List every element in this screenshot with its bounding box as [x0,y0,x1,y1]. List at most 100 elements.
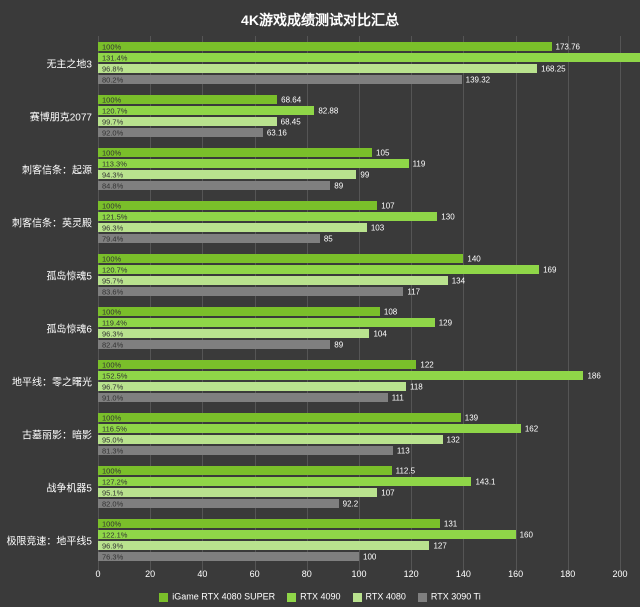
bar-value-label: 89 [334,181,343,190]
bar-pct-label: 95.0% [102,435,123,444]
bar-value-label: 168.25 [541,64,565,73]
bar: 131.4%228.36 [98,53,640,62]
bar-value-label: 107 [381,201,394,210]
bar-pct-label: 96.8% [102,64,123,73]
bar: 81.3%113 [98,446,393,455]
bar-pct-label: 80.2% [102,75,123,84]
bar-pct-label: 100% [102,360,121,369]
bar-pct-label: 113.3% [102,159,127,168]
bar-value-label: 92.2 [343,499,359,508]
bar: 100%112.5 [98,466,392,475]
chart-container: 4K游戏成绩测试对比汇总 无主之地3100%173.76131.4%228.36… [0,0,640,607]
category-label: 地平线：零之曙光 [12,374,92,389]
bar: 94.3%99 [98,170,356,179]
bar: 152.5%186 [98,371,583,380]
legend: iGame RTX 4080 SUPERRTX 4090RTX 4080RTX … [0,591,640,602]
bar-pct-label: 122.1% [102,530,127,539]
legend-label: RTX 4090 [300,592,340,602]
bar: 100%131 [98,519,440,528]
bar-pct-label: 119.4% [102,318,127,327]
bar: 100%108 [98,307,380,316]
bar-value-label: 139 [465,413,478,422]
bar-pct-label: 120.7% [102,106,127,115]
bar: 76.3%100 [98,552,359,561]
legend-label: RTX 4080 [366,592,406,602]
bar-value-label: 111 [392,393,404,402]
gridline [620,36,621,574]
bar-group: 孤岛惊魂5100%140120.7%16995.7%13483.6%117 [98,254,620,296]
bar-pct-label: 131.4% [102,53,127,62]
bar: 100%139 [98,413,461,422]
bar-group: 地平线：零之曙光100%122152.5%18696.7%11891.0%111 [98,360,620,402]
bar-pct-label: 121.5% [102,212,127,221]
bar-value-label: 119 [413,159,426,168]
bar-group: 战争机器5100%112.5127.2%143.195.1%10782.0%92… [98,466,620,508]
x-axis: 020406080100120140160180200 [98,569,620,583]
bar: 100%68.64 [98,95,277,104]
bar: 127.2%143.1 [98,477,471,486]
chart-title: 4K游戏成绩测试对比汇总 [18,10,622,30]
bar: 96.3%104 [98,329,369,338]
bar-value-label: 100 [363,552,376,561]
bar-group: 刺客信条：起源100%105113.3%11994.3%9984.8%89 [98,148,620,190]
bar-pct-label: 100% [102,148,121,157]
category-label: 孤岛惊魂5 [46,268,92,283]
bar: 80.2%139.32 [98,75,462,84]
bar-value-label: 85 [324,234,333,243]
bar-value-label: 112.5 [396,466,415,475]
bar-pct-label: 100% [102,201,121,210]
bar: 100%173.76 [98,42,552,51]
bar: 113.3%119 [98,159,409,168]
bar-group: 极限竞速：地平线5100%131122.1%16096.9%12776.3%10… [98,519,620,561]
bar: 119.4%129 [98,318,435,327]
bar-pct-label: 79.4% [102,234,123,243]
x-tick-label: 20 [145,569,155,579]
bar-pct-label: 76.3% [102,552,123,561]
bar-value-label: 68.64 [281,95,301,104]
legend-item: RTX 4080 [353,591,406,602]
bar-value-label: 130 [441,212,454,221]
bar-value-label: 173.76 [556,42,580,51]
bar-pct-label: 99.7% [102,117,123,126]
bar: 100%140 [98,254,463,263]
bar: 96.8%168.25 [98,64,537,73]
bar-pct-label: 92.0% [102,128,123,137]
bar: 100%105 [98,148,372,157]
bar-pct-label: 82.4% [102,340,123,349]
bar-value-label: 103 [371,223,384,232]
bar-pct-label: 100% [102,519,121,528]
bar: 122.1%160 [98,530,516,539]
bar-value-label: 107 [381,488,394,497]
bar-pct-label: 100% [102,254,121,263]
bar-value-label: 139.32 [466,75,490,84]
bar-pct-label: 95.7% [102,276,123,285]
bar-value-label: 68.45 [281,117,301,126]
bar-value-label: 129 [439,318,452,327]
bar-pct-label: 84.8% [102,181,123,190]
x-tick-label: 200 [612,569,627,579]
category-label: 古墓丽影：暗影 [22,427,92,442]
bar-value-label: 132 [447,435,460,444]
bar-value-label: 140 [467,254,480,263]
bar: 82.4%89 [98,340,330,349]
bar: 92.0%63.16 [98,128,263,137]
x-tick-label: 160 [508,569,523,579]
bar-value-label: 63.16 [267,128,287,137]
bar: 96.3%103 [98,223,367,232]
legend-item: RTX 4090 [287,591,340,602]
bar: 95.0%132 [98,435,443,444]
bar-pct-label: 116.5% [102,424,127,433]
bar-pct-label: 96.9% [102,541,123,550]
bar-value-label: 89 [334,340,343,349]
x-tick-label: 40 [197,569,207,579]
legend-swatch [353,593,362,602]
bar-pct-label: 91.0% [102,393,123,402]
bar-group: 孤岛惊魂6100%108119.4%12996.3%10482.4%89 [98,307,620,349]
bar-pct-label: 127.2% [102,477,127,486]
x-tick-label: 60 [250,569,260,579]
bar-pct-label: 95.1% [102,488,123,497]
x-tick-label: 140 [456,569,471,579]
bar: 96.9%127 [98,541,429,550]
bar: 79.4%85 [98,234,320,243]
legend-swatch [418,593,427,602]
